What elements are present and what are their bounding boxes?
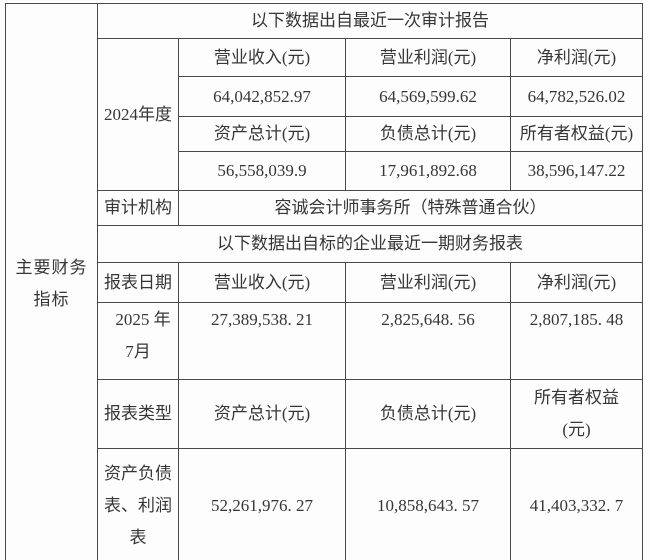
latest-value-operating-profit: 2,825,648. 56 — [345, 302, 511, 380]
table-row: 以下数据出自标的企业最近一期财务报表 — [6, 225, 643, 263]
table-row: 56,558,039.9 17,961,892.68 38,596,147.22 — [6, 151, 643, 191]
latest-header-operating-profit: 营业利润(元) — [345, 262, 511, 303]
table-row: 资产总计(元) 负债总计(元) 所有者权益(元) — [6, 116, 643, 152]
latest-value-owners-equity: 41,403,332. 7 — [510, 448, 643, 560]
latest-value-net-profit: 2,807,185. 48 — [510, 302, 643, 380]
latest-header-owners-equity: 所有者权益 (元) — [510, 379, 643, 449]
report-date-value: 2025 年 7月 — [97, 302, 179, 380]
auditor-label: 审计机构 — [97, 190, 179, 226]
report-date-label: 报表日期 — [97, 262, 179, 303]
audit-value-owners-equity: 38,596,147.22 — [510, 151, 643, 191]
table-row: 2025 年 7月 27,389,538. 21 2,825,648. 56 2… — [6, 302, 643, 380]
latest-header-revenue: 营业收入(元) — [178, 262, 346, 303]
audit-header-total-liabilities: 负债总计(元) — [345, 116, 511, 152]
audit-header-net-profit: 净利润(元) — [510, 38, 643, 77]
latest-value-revenue: 27,389,538. 21 — [178, 302, 346, 380]
audit-header-owners-equity: 所有者权益(元) — [510, 116, 643, 152]
table-row: 资产负债 表、利润 表 52,261,976. 27 10,858,643. 5… — [6, 448, 643, 560]
report-type-value: 资产负债 表、利润 表 — [97, 448, 179, 560]
latest-section-title: 以下数据出自标的企业最近一期财务报表 — [97, 225, 643, 263]
table-row: 64,042,852.97 64,569,599.62 64,782,526.0… — [6, 76, 643, 117]
table-row: 报表日期 营业收入(元) 营业利润(元) 净利润(元) — [6, 262, 643, 303]
audit-header-operating-profit: 营业利润(元) — [345, 38, 511, 77]
audit-value-revenue: 64,042,852.97 — [178, 76, 346, 117]
latest-header-net-profit: 净利润(元) — [510, 262, 643, 303]
financial-indicators-table: 主要财务 指标 以下数据出自最近一次审计报告 2024年度 营业收入(元) 营业… — [5, 3, 643, 560]
report-type-label: 报表类型 — [97, 379, 179, 449]
latest-header-total-assets: 资产总计(元) — [178, 379, 346, 449]
audit-section-title: 以下数据出自最近一次审计报告 — [97, 3, 643, 39]
audit-value-total-assets: 56,558,039.9 — [178, 151, 346, 191]
audit-value-operating-profit: 64,569,599.62 — [345, 76, 511, 117]
table-row: 报表类型 资产总计(元) 负债总计(元) 所有者权益 (元) — [6, 379, 643, 449]
table-row: 主要财务 指标 以下数据出自最近一次审计报告 — [5, 3, 643, 560]
audit-value-net-profit: 64,782,526.02 — [510, 76, 643, 117]
audit-header-revenue: 营业收入(元) — [178, 38, 346, 77]
auditor-name: 容诚会计师事务所（特殊普通合伙） — [178, 190, 643, 226]
table-row: 审计机构 容诚会计师事务所（特殊普通合伙） — [6, 190, 643, 226]
latest-value-total-liabilities: 10,858,643. 57 — [345, 448, 511, 560]
table-row: 2024年度 营业收入(元) 营业利润(元) 净利润(元) — [6, 38, 643, 191]
latest-header-total-liabilities: 负债总计(元) — [345, 379, 511, 449]
audit-period-cell: 2024年度 — [97, 38, 179, 191]
row-group-label: 主要财务 指标 — [5, 3, 98, 560]
audit-header-total-assets: 资产总计(元) — [178, 116, 346, 152]
latest-value-total-assets: 52,261,976. 27 — [178, 448, 346, 560]
audit-value-total-liabilities: 17,961,892.68 — [345, 151, 511, 191]
